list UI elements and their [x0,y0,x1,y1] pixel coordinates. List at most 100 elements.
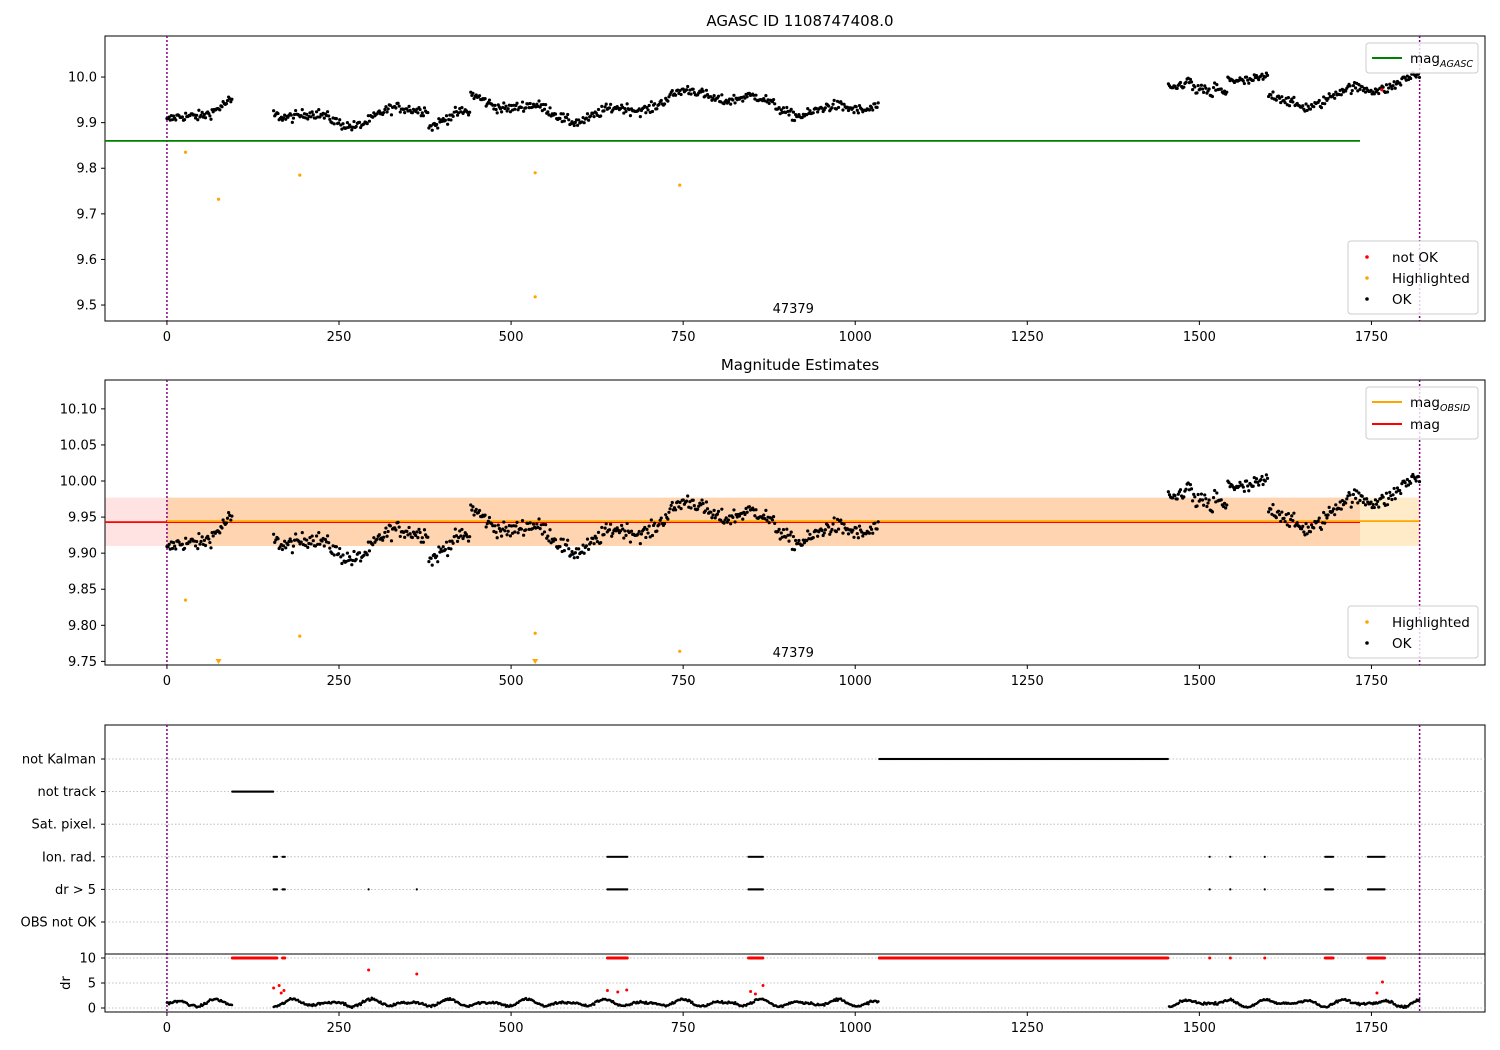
plot-frame [104,35,1486,322]
ok-point [441,545,445,549]
ok-point [700,498,704,502]
ok-point [311,539,315,543]
ok-point [422,528,427,532]
ok-point [816,534,820,538]
ok-point [193,116,198,120]
ok-point [1265,476,1270,480]
ok-point [876,101,880,105]
ok-point [520,518,525,523]
dr-not-ok-point [277,984,281,987]
ok-point [666,517,670,521]
ok-point [1339,93,1343,97]
ok-point [337,121,341,125]
ok-point [709,95,713,99]
ok-point [566,538,570,542]
ok-point [1210,510,1215,514]
ok-point [1376,88,1380,92]
ok-point [504,104,508,108]
ok-point [218,531,222,535]
ok-point [487,98,492,102]
ok-point [332,553,336,557]
flag-row-label: not Kalman [22,753,96,768]
ok-point [504,525,508,529]
ok-point [284,546,288,550]
ok-point [230,514,234,518]
ok-point [385,534,389,538]
obsid-label: 47379 [773,646,814,661]
ok-point [1373,498,1378,502]
ok-point [1304,522,1308,526]
ok-point [1265,73,1270,77]
ok-point [290,120,294,124]
x-tick-label: 750 [671,674,696,689]
ok-point [446,554,450,558]
ok-point [647,524,651,528]
ok-point [1254,477,1259,481]
ok-point [781,106,786,110]
dr-point [369,998,372,1002]
ok-point [345,551,350,555]
x-tick-label: 500 [499,330,524,345]
ok-point [677,505,681,509]
ok-point [354,124,358,129]
ok-point [867,531,872,535]
ok-point [1312,105,1316,109]
ok-point [875,105,879,109]
dr-tick-label: 0 [88,1002,96,1017]
ok-point [200,535,204,539]
ok-point [603,526,607,530]
ok-point [871,531,875,535]
ok-point [1225,90,1229,94]
legend-label: Highlighted [1392,615,1470,631]
ok-point [659,98,663,103]
ok-point [1327,505,1331,509]
ok-point [585,112,590,116]
ok-point [852,111,856,115]
ok-point [466,113,471,117]
ok-point [313,544,318,548]
ok-point [791,534,796,539]
ok-point [486,519,490,523]
ok-point [564,543,569,547]
ok-point [1207,87,1211,91]
ok-point [1355,489,1359,493]
ok-point [1333,96,1337,100]
highlighted-point [298,173,302,177]
ok-point [339,555,343,559]
ok-point [503,529,507,533]
ok-point [515,101,519,105]
ok-point [291,544,296,548]
ok-point [792,118,797,123]
ok-point [1182,85,1186,89]
ok-point [377,533,381,537]
ok-point [1244,75,1249,79]
ok-point [383,107,387,112]
ok-point [435,554,439,558]
x-tick-label: 1500 [1183,674,1216,689]
ok-point [1222,501,1227,505]
ok-point [421,114,425,118]
ok-point [341,122,345,126]
ok-point [1344,501,1348,505]
ok-point [720,507,724,511]
x-tick-label: 1250 [1011,1021,1044,1036]
ok-point [357,551,362,555]
ok-point [667,510,671,514]
ok-point [300,108,304,112]
ok-point [537,99,541,103]
dr-point [1177,1001,1181,1005]
highlighted-point [533,171,537,175]
ok-point [484,525,488,529]
ok-point [636,532,640,536]
flag-point [283,888,286,891]
x-tick-label: 250 [327,330,352,345]
ok-point [416,111,420,115]
ok-point [610,534,614,538]
ok-point [716,94,721,98]
dr-not-ok-point [367,968,371,972]
ok-point [1393,86,1397,90]
ok-point [711,96,715,101]
legend-label: Highlighted [1392,271,1470,287]
ok-point [1399,83,1403,87]
ok-point [1363,90,1368,94]
